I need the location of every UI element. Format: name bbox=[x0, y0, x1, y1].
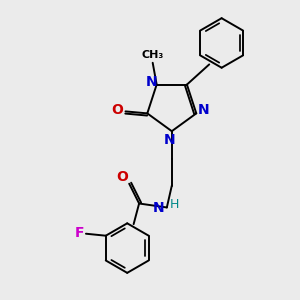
Text: N: N bbox=[153, 202, 165, 215]
Text: H: H bbox=[170, 198, 179, 211]
Text: N: N bbox=[164, 133, 176, 147]
Text: O: O bbox=[116, 170, 128, 184]
Text: O: O bbox=[112, 103, 124, 117]
Text: F: F bbox=[74, 226, 84, 240]
Text: N: N bbox=[197, 103, 209, 117]
Text: N: N bbox=[146, 75, 158, 88]
Text: CH₃: CH₃ bbox=[142, 50, 164, 60]
